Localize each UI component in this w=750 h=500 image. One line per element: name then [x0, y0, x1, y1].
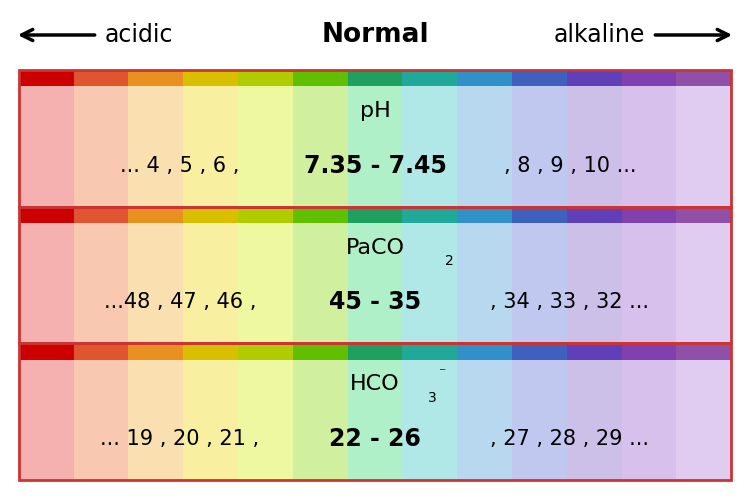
- Bar: [19, 70, 74, 86]
- Bar: [347, 70, 403, 86]
- Bar: [128, 344, 183, 359]
- Text: ... 19 , 20 , 21 ,: ... 19 , 20 , 21 ,: [100, 429, 260, 449]
- Bar: [622, 206, 676, 223]
- Bar: [19, 206, 731, 344]
- Bar: [512, 86, 567, 206]
- Bar: [19, 70, 731, 206]
- Bar: [292, 360, 347, 480]
- Text: acidic: acidic: [105, 23, 173, 47]
- Bar: [567, 70, 622, 86]
- Bar: [512, 223, 567, 344]
- Bar: [567, 360, 622, 480]
- Bar: [74, 86, 128, 206]
- Bar: [403, 223, 457, 344]
- Bar: [676, 70, 731, 86]
- Bar: [512, 344, 567, 359]
- Text: HCO: HCO: [350, 374, 400, 394]
- Bar: [74, 206, 128, 223]
- Bar: [622, 223, 676, 344]
- Bar: [238, 206, 292, 223]
- Bar: [238, 86, 292, 206]
- Bar: [128, 86, 183, 206]
- Bar: [347, 223, 403, 344]
- Bar: [458, 206, 512, 223]
- Bar: [347, 86, 403, 206]
- Bar: [292, 223, 347, 344]
- Text: Normal: Normal: [321, 22, 429, 48]
- Bar: [183, 223, 238, 344]
- Bar: [183, 86, 238, 206]
- Bar: [458, 223, 512, 344]
- Bar: [292, 70, 347, 86]
- Bar: [567, 86, 622, 206]
- Bar: [128, 360, 183, 480]
- Text: , 8 , 9 , 10 ...: , 8 , 9 , 10 ...: [504, 156, 636, 176]
- Bar: [403, 206, 457, 223]
- Text: ... 4 , 5 , 6 ,: ... 4 , 5 , 6 ,: [120, 156, 240, 176]
- Bar: [512, 206, 567, 223]
- Bar: [19, 344, 731, 480]
- Bar: [19, 344, 74, 359]
- Bar: [19, 86, 74, 206]
- Bar: [458, 360, 512, 480]
- Bar: [458, 70, 512, 86]
- Text: 3: 3: [428, 391, 437, 405]
- Bar: [128, 223, 183, 344]
- Bar: [183, 360, 238, 480]
- Bar: [238, 360, 292, 480]
- Bar: [567, 344, 622, 359]
- Bar: [74, 223, 128, 344]
- Bar: [403, 86, 457, 206]
- Bar: [622, 70, 676, 86]
- Bar: [567, 223, 622, 344]
- Bar: [74, 360, 128, 480]
- Bar: [183, 344, 238, 359]
- Bar: [458, 86, 512, 206]
- Bar: [183, 70, 238, 86]
- Bar: [238, 70, 292, 86]
- Text: ...48 , 47 , 46 ,: ...48 , 47 , 46 ,: [104, 292, 256, 312]
- Text: , 34 , 33 , 32 ...: , 34 , 33 , 32 ...: [490, 292, 650, 312]
- Bar: [622, 344, 676, 359]
- Bar: [403, 344, 457, 359]
- Bar: [676, 223, 731, 344]
- Bar: [347, 344, 403, 359]
- Bar: [622, 360, 676, 480]
- Text: 2: 2: [445, 254, 454, 268]
- Bar: [622, 86, 676, 206]
- Bar: [512, 360, 567, 480]
- Bar: [238, 344, 292, 359]
- Bar: [676, 344, 731, 359]
- Text: pH: pH: [360, 101, 390, 121]
- Bar: [676, 206, 731, 223]
- Bar: [292, 206, 347, 223]
- Bar: [128, 206, 183, 223]
- Bar: [183, 206, 238, 223]
- Bar: [74, 344, 128, 359]
- Bar: [19, 360, 74, 480]
- Bar: [128, 70, 183, 86]
- Bar: [458, 344, 512, 359]
- Bar: [676, 86, 731, 206]
- Text: ⁻: ⁻: [438, 366, 446, 380]
- Text: 22 - 26: 22 - 26: [329, 427, 421, 451]
- Text: 45 - 35: 45 - 35: [329, 290, 421, 314]
- Bar: [238, 223, 292, 344]
- Bar: [347, 360, 403, 480]
- Text: PaCO: PaCO: [346, 238, 404, 258]
- Text: , 27 , 28 , 29 ...: , 27 , 28 , 29 ...: [490, 429, 650, 449]
- Bar: [567, 206, 622, 223]
- Bar: [292, 344, 347, 359]
- Bar: [403, 70, 457, 86]
- Text: alkaline: alkaline: [554, 23, 645, 47]
- Bar: [19, 223, 74, 344]
- Bar: [676, 360, 731, 480]
- Text: 7.35 - 7.45: 7.35 - 7.45: [304, 154, 446, 178]
- Bar: [512, 70, 567, 86]
- Bar: [19, 206, 74, 223]
- Bar: [403, 360, 457, 480]
- Bar: [347, 206, 403, 223]
- Bar: [74, 70, 128, 86]
- Bar: [292, 86, 347, 206]
